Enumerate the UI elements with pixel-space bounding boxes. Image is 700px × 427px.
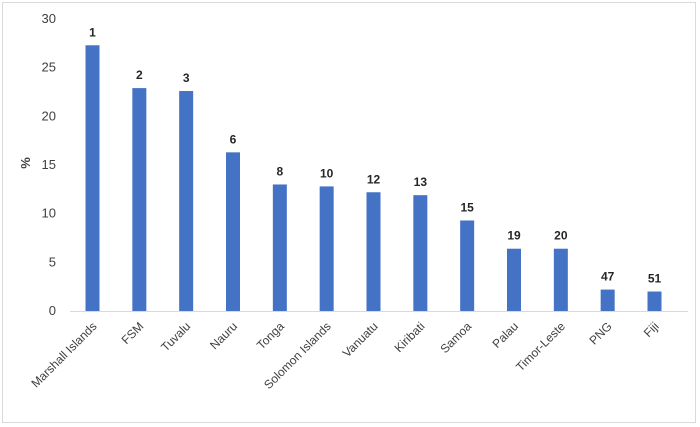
x-axis: Marshall Islands FSM Tuvalu Nauru TongaSolom… xyxy=(28,311,688,392)
bar xyxy=(507,248,521,311)
bar xyxy=(179,91,194,311)
y-tick-label: 5 xyxy=(49,254,56,269)
bar-data-label: 1 xyxy=(89,25,96,39)
y-tick-label: 0 xyxy=(49,303,56,318)
bar-data-label: 47 xyxy=(601,270,615,284)
x-tick-label: Samoa xyxy=(437,319,474,356)
x-tick-label: Nauru xyxy=(207,319,240,352)
bar-data-label: 12 xyxy=(367,172,381,186)
chart-frame xyxy=(2,2,696,423)
bar-series xyxy=(85,45,662,312)
bar xyxy=(226,152,240,311)
x-tick-label: Timor-Leste xyxy=(513,319,568,374)
x-tick-label: Fiji xyxy=(641,319,662,340)
bar-data-label: 3 xyxy=(183,71,190,85)
bar-data-label: 8 xyxy=(276,164,283,178)
bar xyxy=(366,192,381,311)
y-tick-label: 30 xyxy=(42,11,56,26)
bar-data-label: 10 xyxy=(320,166,334,180)
x-tick-label: PNG xyxy=(586,319,614,347)
bar-data-label: 15 xyxy=(460,200,474,214)
x-tick-label: Palau xyxy=(490,319,522,351)
bar-data-label: 13 xyxy=(414,175,428,189)
y-axis: 0 5 10 15 20 25 30 xyxy=(42,11,56,318)
bar xyxy=(319,186,334,311)
bar xyxy=(413,195,428,311)
bar xyxy=(272,184,287,311)
bar xyxy=(132,88,147,312)
bar-data-label: 6 xyxy=(230,132,237,146)
bar-data-label: 51 xyxy=(648,272,662,286)
y-axis-label: % xyxy=(18,157,33,169)
y-tick-label: 15 xyxy=(42,157,56,172)
bar xyxy=(647,291,662,311)
bar-data-label: 20 xyxy=(554,229,568,243)
bar-data-label: 19 xyxy=(507,229,521,243)
y-tick-label: 10 xyxy=(42,206,56,221)
y-tick-label: 25 xyxy=(42,60,56,75)
x-tick-label: Tuvalu xyxy=(158,319,193,354)
bar xyxy=(553,248,568,311)
y-tick-label: 20 xyxy=(42,108,56,123)
x-tick-label: Tonga xyxy=(254,319,287,352)
x-tick-label: Kiribati xyxy=(392,319,428,355)
bar xyxy=(460,220,475,311)
bar xyxy=(85,45,100,311)
x-tick-label: FSM xyxy=(119,319,147,347)
bar xyxy=(600,289,615,311)
x-tick-label: Marshall Islands xyxy=(28,319,99,390)
x-tick-label: Vanuatu xyxy=(340,319,381,360)
bar-data-label: 2 xyxy=(136,68,143,82)
